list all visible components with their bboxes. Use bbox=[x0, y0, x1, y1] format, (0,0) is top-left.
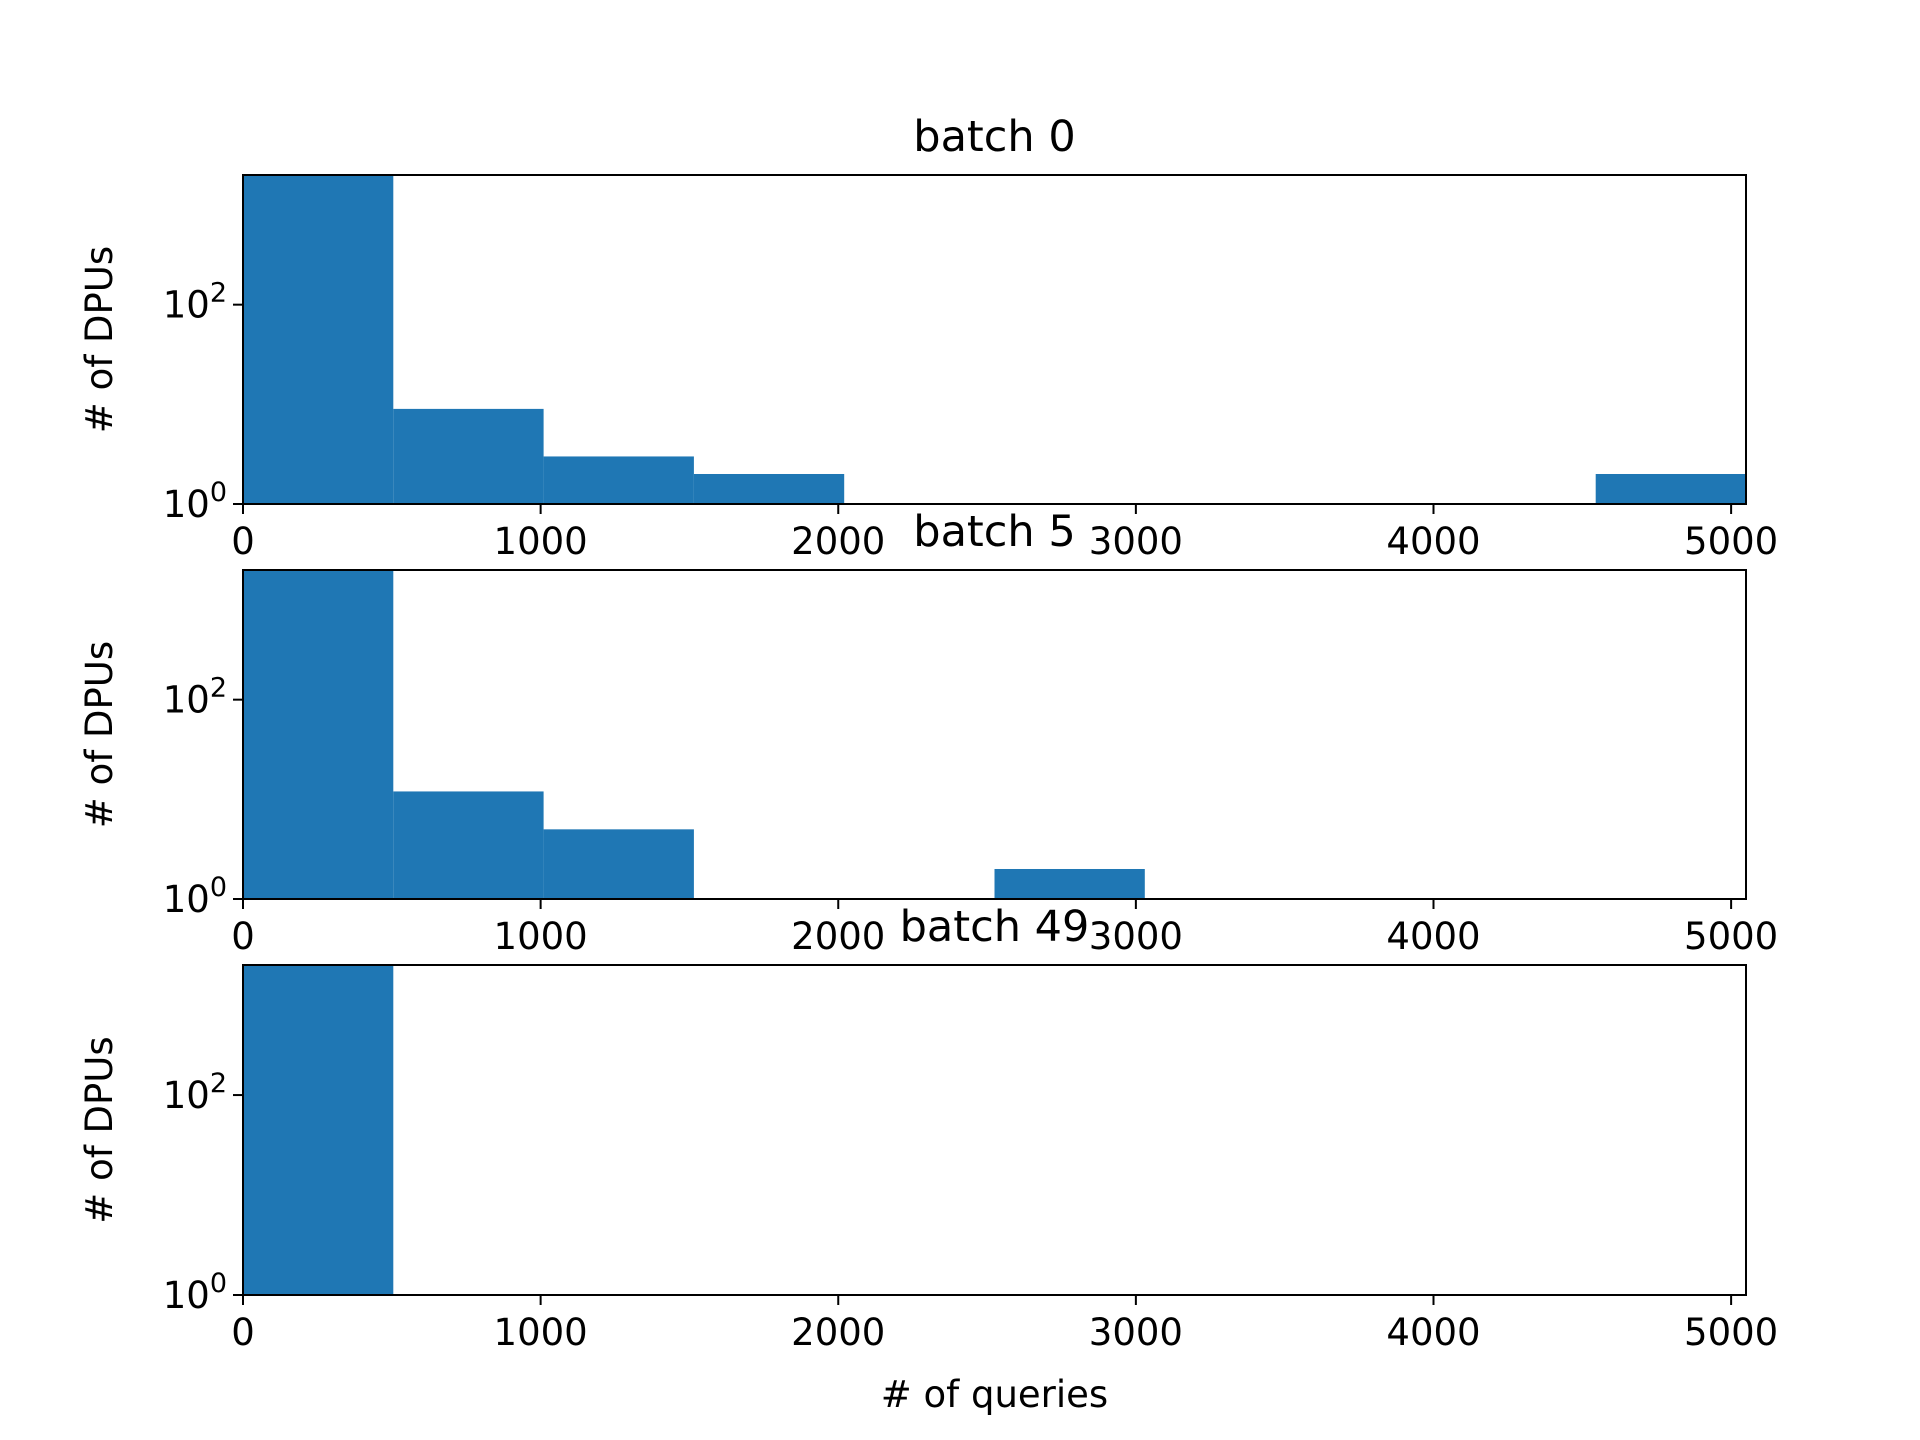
x-tick-label: 5000 bbox=[1684, 1311, 1778, 1354]
axes-frame bbox=[242, 964, 1747, 1296]
y-tick-base: 10 bbox=[163, 878, 210, 921]
y-tick-base: 10 bbox=[163, 1074, 210, 1117]
chart-title: batch 49 bbox=[900, 902, 1090, 952]
axes-frame bbox=[242, 569, 1747, 900]
histogram-bar bbox=[543, 456, 694, 504]
x-tick-label: 0 bbox=[231, 520, 255, 563]
y-tick-exponent: 0 bbox=[210, 477, 227, 508]
x-tick-label: 2000 bbox=[791, 1311, 885, 1354]
y-tick-label: 102 bbox=[163, 1068, 227, 1117]
chart-title: batch 0 bbox=[913, 112, 1075, 162]
histogram-bar bbox=[994, 868, 1145, 899]
y-tick-base: 10 bbox=[163, 679, 210, 722]
y-tick-exponent: 0 bbox=[210, 1268, 227, 1299]
x-tick-label: 3000 bbox=[1089, 1311, 1183, 1354]
x-tick-label: 3000 bbox=[1089, 520, 1183, 563]
y-tick-exponent: 2 bbox=[210, 278, 227, 309]
x-tick-label: 4000 bbox=[1386, 1311, 1480, 1354]
histogram-bar bbox=[393, 791, 544, 899]
x-tick-label: 2000 bbox=[791, 520, 885, 563]
y-axis-label: # of DPUs bbox=[78, 246, 121, 433]
y-tick-base: 10 bbox=[163, 1274, 210, 1317]
histogram-bar bbox=[1595, 473, 1746, 504]
x-tick-label: 0 bbox=[231, 915, 255, 958]
x-tick-label: 4000 bbox=[1386, 520, 1480, 563]
axes-frame bbox=[242, 174, 1747, 505]
y-tick-label: 102 bbox=[163, 278, 227, 327]
x-axis-label: # of queries bbox=[881, 1373, 1108, 1416]
chart-title: batch 5 bbox=[913, 507, 1075, 557]
histogram-bar bbox=[243, 570, 394, 899]
x-tick-label: 5000 bbox=[1684, 915, 1778, 958]
y-tick-exponent: 2 bbox=[210, 1068, 227, 1099]
histogram-bar bbox=[393, 408, 544, 504]
x-tick-label: 1000 bbox=[494, 520, 588, 563]
x-tick-label: 5000 bbox=[1684, 520, 1778, 563]
x-tick-label: 1000 bbox=[494, 1311, 588, 1354]
y-tick-exponent: 2 bbox=[210, 673, 227, 704]
x-tick-label: 1000 bbox=[494, 915, 588, 958]
y-axis-label: # of DPUs bbox=[78, 1036, 121, 1223]
y-tick-label: 100 bbox=[163, 1268, 227, 1317]
y-tick-exponent: 0 bbox=[210, 872, 227, 903]
histogram-bar bbox=[243, 965, 394, 1295]
y-tick-label: 102 bbox=[163, 673, 227, 722]
histogram-bar bbox=[543, 829, 694, 899]
y-tick-base: 10 bbox=[163, 483, 210, 526]
y-tick-label: 100 bbox=[163, 872, 227, 921]
x-tick-label: 4000 bbox=[1386, 915, 1480, 958]
histogram-bar bbox=[243, 175, 394, 504]
y-tick-label: 100 bbox=[163, 477, 227, 526]
histogram-bar bbox=[693, 473, 845, 504]
x-tick-label: 3000 bbox=[1089, 915, 1183, 958]
x-tick-label: 0 bbox=[231, 1311, 255, 1354]
y-axis-label: # of DPUs bbox=[78, 641, 121, 828]
x-tick-label: 2000 bbox=[791, 915, 885, 958]
y-tick-base: 10 bbox=[163, 284, 210, 327]
